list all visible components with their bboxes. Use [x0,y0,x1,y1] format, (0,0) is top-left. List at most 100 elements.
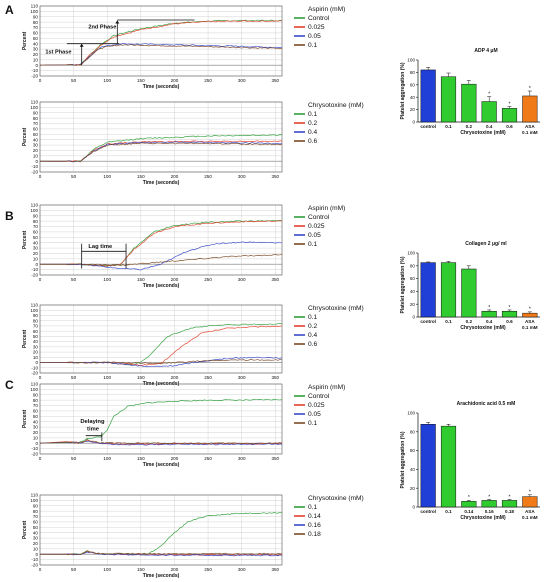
y-tick-label: 70 [33,224,39,229]
significance-star: * [509,101,511,107]
plot-frame [39,494,283,566]
plot-frame [39,304,283,374]
legend-entry-label: 0.16 [308,522,321,529]
bar [440,76,457,123]
bar-y-tick-label: 100 [407,251,415,256]
y-tick-label: 50 [33,36,39,41]
series-line [40,253,283,267]
y-tick-label: 0 [35,552,38,557]
bar-category-label: 0.14 [464,509,473,514]
y-tick-label: 10 [33,435,39,440]
x-tick-label: 0 [39,277,42,282]
significance-star: * [509,305,511,311]
y-tick-label: 50 [33,414,39,419]
bar [501,500,518,508]
legend-entry-label: 0.05 [308,33,321,40]
significance-star: * [529,86,531,92]
y-tick-label: 80 [33,219,39,224]
bar [501,310,518,318]
y-tick-label: 110 [31,382,39,387]
x-tick-label: 0 [39,456,42,461]
bar-y-tick-label: 20 [410,107,416,112]
y-tick-label: 40 [33,339,39,344]
x-tick-label: 200 [171,174,179,179]
bar-category-label: control [420,319,436,324]
y-tick-label: 60 [33,127,39,132]
y-tick-label: 20 [33,251,39,256]
legend-entry-label: 0.05 [308,411,321,418]
legend-entry-label: 0.025 [308,223,325,230]
bar-x-axis-title: Chrysotoxine (mM) [460,515,506,521]
plot-frame [39,101,283,173]
arrow-head [115,20,120,24]
x-tick-label: 50 [71,456,77,461]
bar [420,69,436,123]
y-tick-label: 50 [33,132,39,137]
x-tick-label: 150 [137,456,145,461]
x-tick-label: 50 [71,375,77,380]
series-line [39,20,283,66]
legend-entry-label: 0.14 [308,513,321,520]
legend-entry-label: 0.05 [308,232,321,239]
x-tick-label: 150 [137,277,145,282]
y-tick-label: -20 [31,371,38,376]
y-tick-label: 20 [33,148,39,153]
x-axis-title: Time (seconds) [143,462,180,468]
bar-category-label: control [420,509,436,514]
y-tick-label: 90 [33,14,39,19]
y-tick-label: 90 [33,503,39,508]
y-axis-title: Percent [22,409,28,428]
y-tick-label: -10 [31,267,38,272]
y-tick-label: -10 [31,365,38,370]
series-line [40,356,283,368]
x-tick-label: 350 [271,567,279,572]
bar [481,500,497,508]
y-tick-label: 80 [33,318,39,323]
x-tick-label: 300 [238,375,246,380]
legend-entry-label: 0.2 [308,323,317,330]
y-tick-label: -20 [31,273,38,278]
significance-star: * [488,305,490,311]
y-tick-label: 60 [33,31,39,36]
y-tick-label: 70 [33,25,39,30]
legend-title: Chrysotoxine (mM) [308,495,364,502]
annotation-label: time [87,426,100,432]
y-tick-label: 10 [33,546,39,551]
bar-category-label-2: 0.1 mM [522,515,538,520]
bar-category-label: 0.6 [506,319,513,324]
legend-entry-label: 0.6 [308,138,317,145]
series-line [40,325,283,366]
bar-y-tick-label: 100 [407,58,415,63]
bar [501,108,518,123]
y-tick-label: -20 [31,563,38,568]
y-tick-label: 20 [33,52,39,57]
y-tick-label: -10 [31,68,38,73]
y-tick-label: 100 [30,387,38,392]
series-line [40,241,283,271]
x-axis-title: Time (seconds) [143,283,180,289]
y-tick-label: 60 [33,230,39,235]
series-line [40,142,283,163]
y-tick-label: 30 [33,246,39,251]
x-tick-label: 250 [204,78,212,83]
bar-y-tick-label: 0 [412,315,415,320]
y-tick-label: 60 [33,409,39,414]
bar-category-label: 0.2 [466,319,473,324]
legend-entry-label: 0.1 [308,420,317,427]
x-tick-label: 300 [238,277,246,282]
x-tick-label: 0 [39,174,42,179]
bar [481,310,497,318]
bar-y-tick-label: 60 [410,276,416,281]
bar-y-tick-label: 80 [410,263,416,268]
y-tick-label: -20 [31,452,38,457]
bar [522,496,538,508]
y-tick-label: 40 [33,137,39,142]
legend-entry-label: 0.1 [308,42,317,49]
x-tick-label: 350 [271,456,279,461]
x-tick-label: 350 [271,375,279,380]
y-tick-label: 20 [33,541,39,546]
y-tick-label: 10 [33,57,39,62]
